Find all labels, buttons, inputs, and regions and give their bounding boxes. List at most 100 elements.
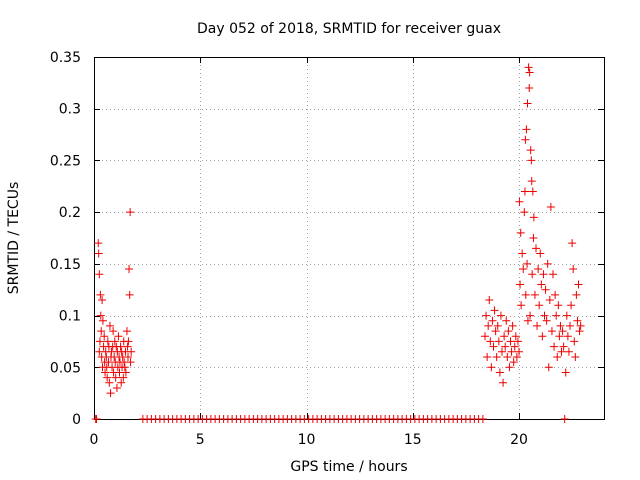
data-point (570, 337, 579, 346)
data-point (106, 389, 115, 398)
data-point (574, 280, 583, 289)
data-point (510, 342, 519, 351)
data-point (515, 197, 524, 206)
data-point (110, 337, 119, 346)
data-point (521, 135, 530, 144)
data-point (524, 63, 533, 72)
data-point (535, 301, 544, 310)
data-point (527, 177, 536, 186)
data-point (537, 280, 546, 289)
data-point (499, 378, 508, 387)
x-tick-label: 10 (298, 432, 316, 448)
y-tick-label: 0.35 (50, 50, 81, 66)
data-point (122, 327, 131, 336)
data-point (555, 332, 564, 341)
data-point (575, 327, 584, 336)
data-point (94, 249, 103, 258)
data-point (529, 213, 538, 222)
data-point (96, 290, 105, 299)
data-point (485, 296, 494, 305)
data-point (564, 347, 573, 356)
data-point (542, 316, 551, 325)
x-tick-label: 15 (404, 432, 422, 448)
axes (94, 57, 605, 420)
y-tick-label: 0.2 (59, 205, 81, 221)
data-point (527, 156, 536, 165)
data-point (496, 311, 505, 320)
data-point (532, 244, 540, 253)
data-point (550, 342, 559, 351)
data-point (100, 332, 109, 341)
data-point (487, 363, 496, 372)
data-point (562, 311, 571, 320)
data-point (516, 280, 525, 289)
data-point (482, 311, 491, 320)
y-tick-label: 0.3 (59, 102, 81, 118)
data-point (520, 187, 529, 196)
data-point (120, 363, 129, 372)
plot-border (94, 57, 605, 420)
data-point (501, 342, 510, 351)
data-point (559, 342, 568, 351)
data-point (111, 373, 120, 382)
data-point (551, 290, 560, 299)
data-point (553, 352, 562, 361)
data-point (481, 332, 489, 341)
data-point (126, 358, 135, 367)
data-point (508, 321, 517, 330)
data-point (520, 208, 529, 217)
data-point (114, 332, 123, 341)
data-point (505, 363, 514, 372)
data-point (121, 368, 130, 377)
data-point (500, 332, 509, 341)
data-point (525, 84, 534, 93)
data-point (117, 378, 126, 387)
data-point (539, 270, 548, 279)
data-point (104, 358, 113, 367)
data-points (91, 63, 585, 423)
data-point (478, 415, 487, 423)
data-point (515, 347, 523, 356)
data-point (528, 270, 537, 279)
data-point (572, 290, 581, 299)
y-tick-label: 0.1 (59, 309, 81, 325)
data-point (509, 358, 518, 367)
grid-lines (94, 57, 604, 419)
data-point (95, 337, 104, 346)
data-point (571, 352, 580, 361)
x-tick-label: 20 (510, 432, 528, 448)
data-point (512, 352, 521, 361)
data-point (525, 68, 534, 77)
data-point (126, 208, 135, 217)
data-point (486, 337, 495, 346)
data-point (123, 342, 132, 351)
data-point (523, 259, 532, 268)
x-axis-label: GPS time / hours (290, 459, 407, 475)
data-point (489, 342, 498, 351)
data-point (543, 259, 552, 268)
data-point (560, 415, 569, 423)
data-point (95, 270, 104, 279)
data-point (101, 368, 110, 377)
data-point (98, 316, 107, 325)
data-point (124, 337, 133, 346)
data-point (534, 265, 543, 274)
data-point (125, 265, 134, 274)
data-point (94, 239, 103, 248)
x-tick-label: 5 (196, 432, 205, 448)
data-point (563, 332, 572, 341)
data-point (503, 352, 512, 361)
data-point (491, 327, 500, 336)
data-point (498, 347, 506, 356)
data-point (557, 347, 566, 356)
data-point (554, 301, 563, 310)
y-axis-label: SRMTID / TECUs (6, 182, 22, 295)
data-point (573, 316, 582, 325)
data-point (504, 327, 513, 336)
data-point (513, 337, 522, 346)
data-point (494, 337, 503, 346)
data-point (116, 342, 125, 351)
y-tick-label: 0.05 (50, 360, 81, 376)
x-tick-label: 0 (90, 432, 99, 448)
data-point (519, 265, 528, 274)
